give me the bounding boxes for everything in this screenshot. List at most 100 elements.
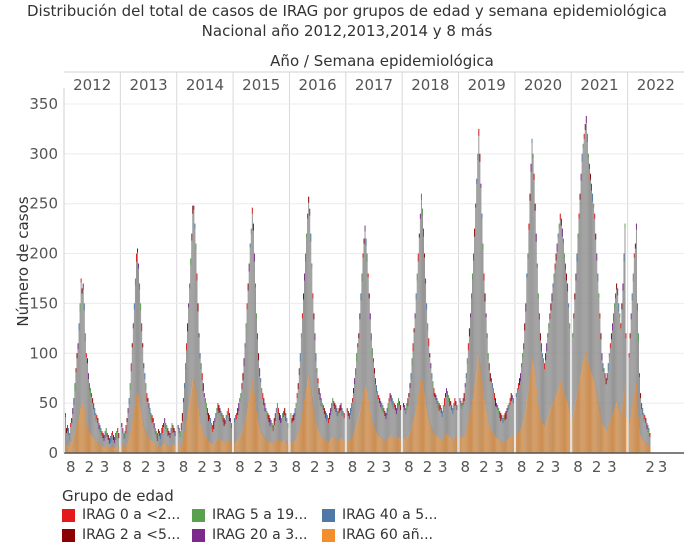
bar-week-total bbox=[162, 425, 164, 453]
bar-segment-top bbox=[413, 328, 415, 333]
bar-segment-top bbox=[493, 388, 494, 395]
bar-segment-top bbox=[614, 303, 615, 308]
bar-segment-top bbox=[299, 353, 301, 362]
bar-segment-top bbox=[227, 408, 229, 416]
bar-segment-60-plus bbox=[209, 441, 211, 453]
legend-item-40-59[interactable]: IRAG 40 a 5... bbox=[322, 507, 437, 523]
legend-item-60-plus[interactable]: IRAG 60 añ... bbox=[322, 527, 433, 543]
bar-segment-top bbox=[464, 383, 466, 388]
bar-segment-top bbox=[482, 243, 484, 250]
bar-segment-60-plus bbox=[75, 427, 77, 453]
bar-segment-60-plus bbox=[609, 423, 610, 453]
bar-segment-60-plus bbox=[270, 443, 272, 453]
bar-segment-60-plus bbox=[546, 420, 548, 453]
y-tick-label: 300 bbox=[29, 145, 58, 163]
bar-week-total bbox=[369, 313, 371, 453]
bar-segment-top bbox=[633, 253, 635, 258]
bar-segment-60-plus bbox=[641, 438, 643, 453]
year-label: 2017 bbox=[355, 76, 393, 94]
bar-segment-60-plus bbox=[365, 388, 367, 453]
bar-week-total bbox=[507, 405, 509, 453]
bar-segment-60-plus bbox=[179, 445, 180, 453]
bar-segment-top bbox=[160, 433, 161, 440]
bar-week-total bbox=[431, 373, 433, 453]
bar-segment-top bbox=[202, 383, 204, 392]
bar-segment-60-plus bbox=[394, 438, 395, 453]
bar-segment-60-plus bbox=[454, 436, 456, 453]
legend-item-0-2[interactable]: IRAG 0 a <2... bbox=[62, 507, 180, 523]
bar-segment-top bbox=[154, 428, 156, 435]
bar-week-total bbox=[65, 413, 66, 453]
bar-segment-60-plus bbox=[89, 432, 90, 453]
bar-segment-top bbox=[441, 411, 443, 418]
bar-week-total bbox=[600, 333, 602, 453]
bar-segment-60-plus bbox=[622, 402, 624, 453]
bar-week-total bbox=[371, 348, 373, 453]
bar-week-total bbox=[108, 438, 110, 453]
bar-week-total bbox=[454, 398, 456, 453]
bar-segment-top bbox=[332, 398, 334, 403]
bar-week-total bbox=[452, 408, 454, 453]
x-tick-label: 3 bbox=[269, 458, 279, 476]
bar-segment-top bbox=[539, 333, 541, 341]
x-tick-label: 3 bbox=[325, 458, 335, 476]
bar-segment-60-plus bbox=[295, 438, 297, 453]
bar-segment-top bbox=[395, 408, 397, 415]
bar-week-total bbox=[337, 411, 339, 453]
bar-segment-top bbox=[298, 368, 300, 376]
bar-segment-60-plus bbox=[445, 435, 446, 453]
bar-segment-60-plus bbox=[593, 378, 595, 453]
bar-segment-top bbox=[403, 403, 405, 408]
bar-segment-60-plus bbox=[596, 393, 598, 453]
bar-week-total bbox=[213, 421, 215, 453]
legend-item-5-19[interactable]: IRAG 5 a 19... bbox=[192, 507, 307, 523]
x-tick-label: 2 bbox=[535, 458, 545, 476]
bar-segment-top bbox=[339, 405, 341, 412]
bar-segment-60-plus bbox=[168, 446, 170, 453]
bar-week-total bbox=[342, 411, 344, 453]
bar-segment-60-plus bbox=[539, 411, 540, 453]
bar-segment-60-plus bbox=[138, 396, 140, 453]
bar-segment-60-plus bbox=[448, 435, 450, 453]
bar-segment-60-plus bbox=[183, 436, 184, 453]
bar-week-total bbox=[91, 393, 93, 453]
bar-segment-60-plus bbox=[601, 423, 603, 453]
bar-segment-top bbox=[67, 425, 68, 432]
bar-segment-60-plus bbox=[611, 417, 612, 453]
bar-week-total bbox=[112, 431, 113, 453]
bar-segment-top bbox=[486, 333, 488, 339]
bar-segment-top bbox=[223, 418, 225, 427]
bar-week-total bbox=[587, 153, 589, 454]
bar-segment-60-plus bbox=[350, 439, 351, 453]
bar-segment-top bbox=[454, 398, 456, 407]
legend-item-20-39[interactable]: IRAG 20 a 3... bbox=[192, 527, 307, 543]
bar-segment-top bbox=[381, 403, 383, 411]
bar-week-total bbox=[270, 420, 272, 453]
bar-segment-60-plus bbox=[638, 417, 639, 453]
bar-segment-top bbox=[192, 205, 194, 214]
bar-segment-top bbox=[465, 373, 467, 379]
bar-segment-60-plus bbox=[194, 384, 196, 453]
bar-segment-60-plus bbox=[216, 439, 218, 453]
bar-week-total bbox=[634, 243, 636, 453]
bar-segment-top bbox=[483, 273, 485, 281]
bar-week-total bbox=[473, 253, 475, 453]
bar-week-total bbox=[387, 403, 389, 453]
bar-segment-top bbox=[321, 403, 323, 408]
bar-segment-top bbox=[417, 253, 419, 262]
bar-week-total bbox=[502, 418, 504, 453]
bar-segment-top bbox=[608, 353, 610, 358]
bar-segment-60-plus bbox=[587, 357, 588, 453]
bar-week-total bbox=[391, 398, 393, 453]
bar-week-total bbox=[381, 403, 383, 453]
bar-week-total bbox=[608, 353, 610, 453]
legend-item-2-5[interactable]: IRAG 2 a <5... bbox=[62, 527, 180, 543]
bar-week-total bbox=[306, 233, 308, 453]
bar-segment-top bbox=[86, 358, 88, 364]
bar-segment-top bbox=[491, 383, 493, 389]
bar-segment-60-plus bbox=[235, 441, 237, 453]
bar-segment-60-plus bbox=[549, 411, 551, 453]
bar-segment-60-plus bbox=[212, 444, 214, 453]
bar-segment-60-plus bbox=[447, 434, 449, 453]
bar-week-total bbox=[497, 405, 499, 453]
